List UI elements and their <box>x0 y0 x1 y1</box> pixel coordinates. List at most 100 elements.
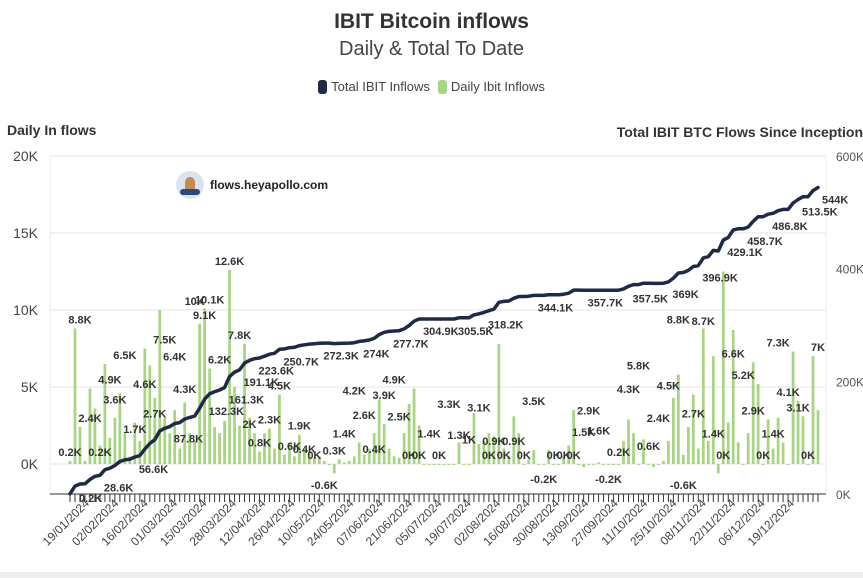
y-left-tick-label: 5K <box>21 379 39 395</box>
daily-data-label: 2K <box>242 419 256 431</box>
daily-bar <box>487 433 491 464</box>
daily-bar <box>337 459 341 464</box>
daily-data-label: 0K <box>402 450 416 462</box>
daily-bar <box>672 397 675 464</box>
daily-bar <box>512 416 516 464</box>
daily-data-label: 7.3K <box>766 338 789 350</box>
daily-bar <box>552 464 556 465</box>
daily-bar <box>253 433 256 464</box>
daily-bar <box>377 399 381 464</box>
y-left-tick-label: 15K <box>13 225 39 241</box>
daily-data-label: 2.9K <box>577 405 600 417</box>
daily-bar <box>417 425 421 464</box>
daily-data-label: 10.1K <box>195 294 224 306</box>
daily-data-label: 7.5K <box>153 335 176 347</box>
legend-label-total: Total IBIT Inflows <box>331 79 430 94</box>
y-right-tick-label: 600K <box>836 150 863 164</box>
daily-bar <box>657 464 660 465</box>
daily-data-label: 0.2K <box>88 447 111 459</box>
y-axis-left-title: Daily In flows <box>7 122 97 138</box>
daily-bar <box>557 464 561 465</box>
daily-bar <box>243 343 246 464</box>
total-data-label: 191.1K <box>244 377 280 389</box>
daily-data-label: 2.4K <box>78 413 101 425</box>
daily-bar <box>447 464 451 465</box>
daily-bar <box>78 427 82 464</box>
daily-bar <box>477 443 481 464</box>
daily-data-label: 4.5K <box>657 381 680 393</box>
daily-bar <box>342 462 346 464</box>
daily-data-label: -0.2K <box>595 474 622 486</box>
watermark-text: flows.heyapollo.com <box>210 178 329 192</box>
daily-bar <box>283 454 286 464</box>
daily-data-label: 0.8K <box>248 438 271 450</box>
total-data-label: 513.5K <box>802 206 838 218</box>
daily-bar <box>148 365 152 464</box>
daily-bar <box>562 456 566 464</box>
daily-bar <box>786 464 790 465</box>
total-data-label: 318.2K <box>488 319 524 331</box>
daily-data-label: 0.4K <box>363 444 386 456</box>
daily-data-label: 2.4K <box>647 413 670 425</box>
daily-bar <box>736 442 740 464</box>
chart-subtitle: Daily & Total To Date <box>339 38 524 60</box>
daily-bar <box>153 397 157 464</box>
daily-bar <box>677 374 680 464</box>
daily-bar <box>681 454 685 464</box>
daily-bar <box>427 464 431 465</box>
daily-data-label: 10K <box>185 296 205 308</box>
daily-bar <box>467 464 471 465</box>
daily-bar <box>517 433 521 464</box>
daily-bar <box>706 440 710 464</box>
daily-bar <box>293 456 296 464</box>
daily-bar <box>327 464 331 465</box>
daily-data-label: 4.9K <box>98 375 121 387</box>
daily-bar <box>801 416 805 464</box>
daily-bar <box>203 308 207 464</box>
daily-data-label: 3.5K <box>522 396 545 408</box>
total-data-label: 458.7K <box>747 236 783 248</box>
daily-bar <box>208 368 211 464</box>
total-data-label: 486.8K <box>772 221 808 233</box>
daily-bar <box>103 363 107 464</box>
daily-bar <box>537 464 541 465</box>
daily-bar <box>372 433 376 464</box>
daily-data-label: 8.8K <box>68 314 91 326</box>
daily-data-label: 2.7K <box>143 408 166 420</box>
legend-item-total[interactable]: Total IBIT Inflows <box>318 79 430 94</box>
daily-bar <box>83 460 87 464</box>
daily-bar <box>686 427 690 464</box>
legend-item-daily[interactable]: Daily Ibit Inflows <box>437 79 545 94</box>
daily-data-label: 0K <box>801 450 815 462</box>
daily-bar <box>442 464 446 465</box>
daily-bar <box>776 417 780 464</box>
daily-bar <box>622 440 625 464</box>
daily-bar <box>218 433 221 464</box>
daily-data-label: 2.6K <box>353 410 376 422</box>
daily-data-label: 6.5K <box>113 350 136 362</box>
daily-data-label: 0K <box>482 450 496 462</box>
daily-bar <box>322 460 326 464</box>
daily-bar <box>168 433 172 464</box>
daily-bar <box>731 330 735 464</box>
daily-data-label: 8.8K <box>667 314 690 326</box>
daily-data-label: 4.2K <box>343 385 366 397</box>
daily-bar <box>637 464 640 465</box>
footer-bar <box>0 572 863 578</box>
daily-bar <box>248 417 251 464</box>
y-left-tick-label: 0K <box>21 456 39 472</box>
daily-data-label: 2.3K <box>258 415 281 427</box>
daily-bar <box>607 464 610 465</box>
daily-bar <box>382 423 386 464</box>
total-data-label: 28.6K <box>104 482 133 494</box>
daily-data-label: 0.9K <box>502 436 525 448</box>
daily-bar <box>98 445 102 464</box>
daily-bar <box>422 464 426 465</box>
daily-bar <box>691 394 695 464</box>
daily-bar <box>642 439 645 464</box>
daily-bar <box>228 269 231 464</box>
chart-title: IBIT Bitcoin inflows <box>334 10 529 33</box>
daily-bar <box>362 454 366 464</box>
daily-bar <box>716 464 720 474</box>
daily-bar <box>816 410 820 464</box>
